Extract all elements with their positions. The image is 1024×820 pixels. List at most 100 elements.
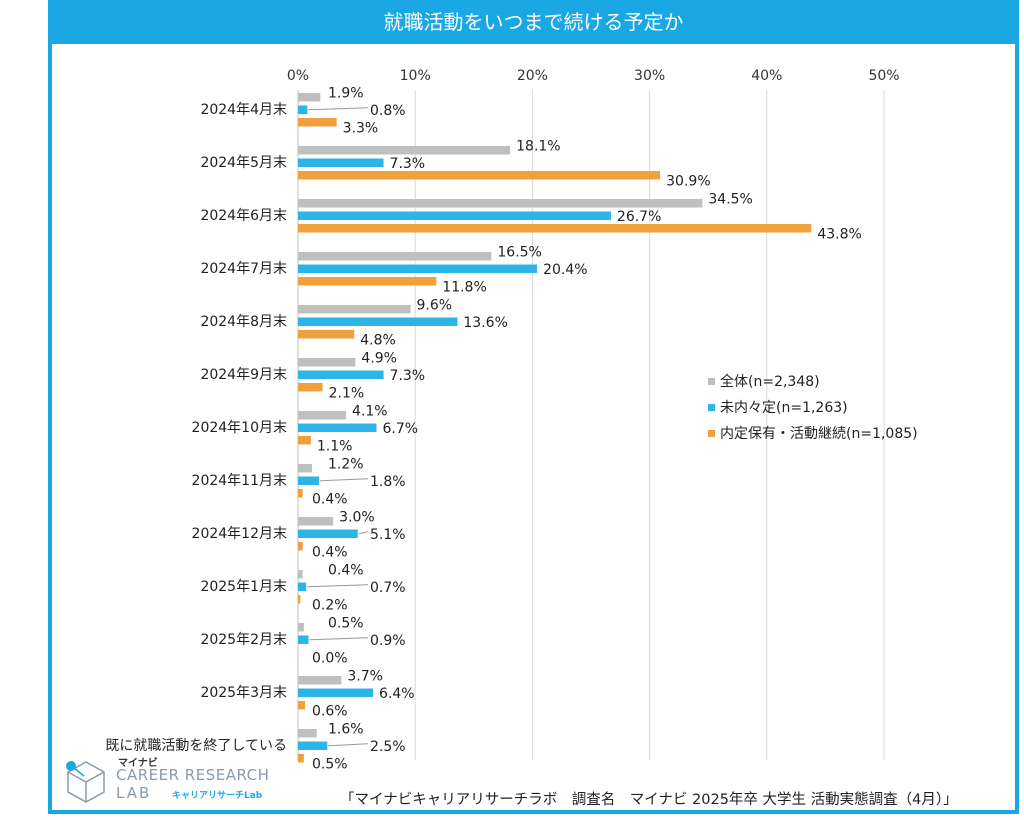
data-label: 30.9% bbox=[666, 173, 710, 189]
bar bbox=[298, 423, 377, 432]
data-label: 0.6% bbox=[312, 703, 348, 719]
data-label: 0.8% bbox=[370, 103, 406, 119]
bar bbox=[298, 436, 311, 445]
category-label: 2025年2月末 bbox=[200, 632, 287, 648]
chart-frame: 就職活動をいつまで続ける予定か bbox=[48, 0, 1019, 814]
logo-line2: LAB bbox=[116, 784, 152, 802]
bar bbox=[298, 383, 323, 392]
bar bbox=[298, 676, 342, 685]
logo-sub: キャリアリサーチLab bbox=[172, 791, 263, 801]
bar bbox=[298, 105, 308, 114]
legend-item-offer-continuing: 内定保有・活動継続(n=1,085) bbox=[708, 420, 918, 446]
bar bbox=[298, 489, 303, 498]
bar bbox=[298, 529, 358, 538]
category-label: 2024年10月末 bbox=[192, 420, 287, 436]
category-label: 2024年4月末 bbox=[200, 102, 287, 118]
leader-line bbox=[309, 637, 369, 641]
chart-title: 就職活動をいつまで続ける予定か bbox=[52, 0, 1015, 44]
data-label: 7.3% bbox=[390, 156, 426, 172]
bar bbox=[298, 623, 304, 632]
data-label: 3.7% bbox=[347, 668, 383, 684]
data-label: 43.8% bbox=[817, 226, 861, 242]
bar bbox=[298, 224, 812, 233]
data-label: 1.2% bbox=[328, 456, 364, 472]
category-label: 2024年7月末 bbox=[200, 261, 287, 277]
data-label: 20.4% bbox=[543, 262, 587, 278]
bar bbox=[298, 701, 306, 710]
data-label: 1.6% bbox=[328, 721, 364, 737]
leader-line bbox=[308, 107, 369, 111]
legend-item-all: 全体(n=2,348) bbox=[708, 368, 918, 394]
legend-swatch-no-offer bbox=[708, 403, 715, 411]
category-label: 既に就職活動を終了している bbox=[105, 738, 287, 754]
bar bbox=[298, 252, 492, 261]
bar bbox=[298, 595, 301, 604]
bar bbox=[298, 118, 337, 127]
bar bbox=[298, 741, 328, 750]
bar bbox=[298, 305, 411, 314]
leader-line bbox=[358, 531, 369, 535]
bar bbox=[298, 317, 458, 326]
data-label: 4.1% bbox=[352, 403, 388, 419]
bar bbox=[298, 729, 317, 738]
data-label: 0.2% bbox=[312, 597, 348, 613]
data-label: 0.0% bbox=[312, 650, 348, 666]
bar bbox=[298, 171, 661, 180]
x-tick-label: 10% bbox=[400, 68, 431, 84]
logo-brand: マイナビ bbox=[118, 758, 158, 769]
data-label: 1.1% bbox=[317, 438, 353, 454]
bar bbox=[298, 517, 334, 526]
data-label: 4.9% bbox=[361, 350, 397, 366]
category-label: 2024年11月末 bbox=[192, 473, 287, 489]
data-label: 2.1% bbox=[329, 385, 365, 401]
legend-label-offer-continuing: 内定保有・活動継続(n=1,085) bbox=[720, 426, 918, 442]
data-label: 5.1% bbox=[370, 527, 406, 543]
category-label: 2025年1月末 bbox=[200, 579, 287, 595]
bar bbox=[298, 199, 703, 208]
bar bbox=[298, 542, 303, 551]
data-label: 0.4% bbox=[312, 491, 348, 507]
career-research-lab-logo: マイナビ CAREER RESEARCH LAB キャリアリサーチLab bbox=[62, 754, 282, 804]
leader-line bbox=[307, 584, 369, 588]
data-label: 34.5% bbox=[708, 191, 752, 207]
legend-swatch-all bbox=[708, 377, 715, 385]
bar bbox=[298, 211, 611, 220]
data-label: 13.6% bbox=[463, 315, 507, 331]
bar bbox=[298, 370, 384, 379]
source-note: 「マイナビキャリアリサーチラボ 調査名 マイナビ 2025年卒 大学生 活動実態… bbox=[340, 792, 958, 808]
data-label: 4.8% bbox=[360, 332, 396, 348]
bar bbox=[298, 688, 374, 697]
bar bbox=[298, 158, 384, 167]
bar bbox=[298, 570, 303, 579]
legend: 全体(n=2,348) 未内々定(n=1,263) 内定保有・活動継続(n=1,… bbox=[708, 368, 918, 446]
bar bbox=[298, 464, 313, 473]
x-tick-label: 40% bbox=[751, 68, 782, 84]
bar bbox=[298, 330, 355, 339]
x-tick-label: 30% bbox=[634, 68, 665, 84]
data-label: 0.9% bbox=[370, 633, 406, 649]
x-tick-label: 0% bbox=[287, 68, 309, 84]
data-label: 6.7% bbox=[383, 421, 419, 437]
bar bbox=[298, 264, 538, 273]
data-label: 6.4% bbox=[379, 686, 415, 702]
bar bbox=[298, 411, 347, 420]
category-label: 2024年8月末 bbox=[200, 314, 287, 330]
data-label: 0.7% bbox=[370, 580, 406, 596]
data-label: 3.3% bbox=[343, 120, 379, 136]
category-label: 2024年12月末 bbox=[192, 526, 287, 542]
category-label: 2024年6月末 bbox=[200, 208, 287, 224]
bar bbox=[298, 754, 304, 763]
bar bbox=[298, 358, 356, 367]
bar bbox=[298, 93, 321, 102]
logo-line1: CAREER RESEARCH bbox=[116, 766, 270, 784]
bar bbox=[298, 277, 437, 286]
legend-item-no-offer: 未内々定(n=1,263) bbox=[708, 394, 918, 420]
data-label: 0.5% bbox=[312, 756, 348, 772]
cube-logo-icon bbox=[66, 761, 105, 803]
data-label: 26.7% bbox=[617, 209, 661, 225]
data-label: 7.3% bbox=[390, 368, 426, 384]
bar bbox=[298, 635, 309, 644]
data-label: 2.5% bbox=[370, 739, 406, 755]
data-label: 0.4% bbox=[312, 544, 348, 560]
